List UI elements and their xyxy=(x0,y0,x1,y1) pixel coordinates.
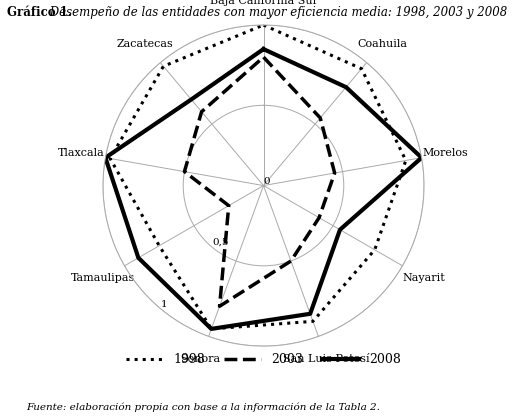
Legend: 1998, 2003, 2008: 1998, 2003, 2008 xyxy=(121,348,406,371)
Text: Desempeño de las entidades con mayor eficiencia media: 1998, 2003 y 2008: Desempeño de las entidades con mayor efi… xyxy=(46,6,508,19)
Text: Gráfico 1.: Gráfico 1. xyxy=(7,6,72,19)
Text: Fuente: elaboración propia con base a la información de la Tabla 2.: Fuente: elaboración propia con base a la… xyxy=(26,402,380,412)
